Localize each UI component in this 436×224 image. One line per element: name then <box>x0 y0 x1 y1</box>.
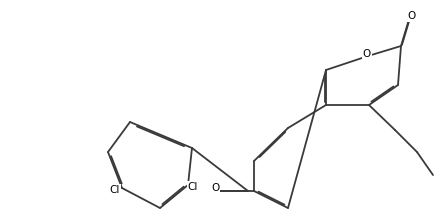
Text: Cl: Cl <box>188 182 198 192</box>
Text: Cl: Cl <box>110 185 120 195</box>
Text: O: O <box>407 11 415 21</box>
Text: O: O <box>211 183 219 193</box>
Text: O: O <box>363 49 371 58</box>
